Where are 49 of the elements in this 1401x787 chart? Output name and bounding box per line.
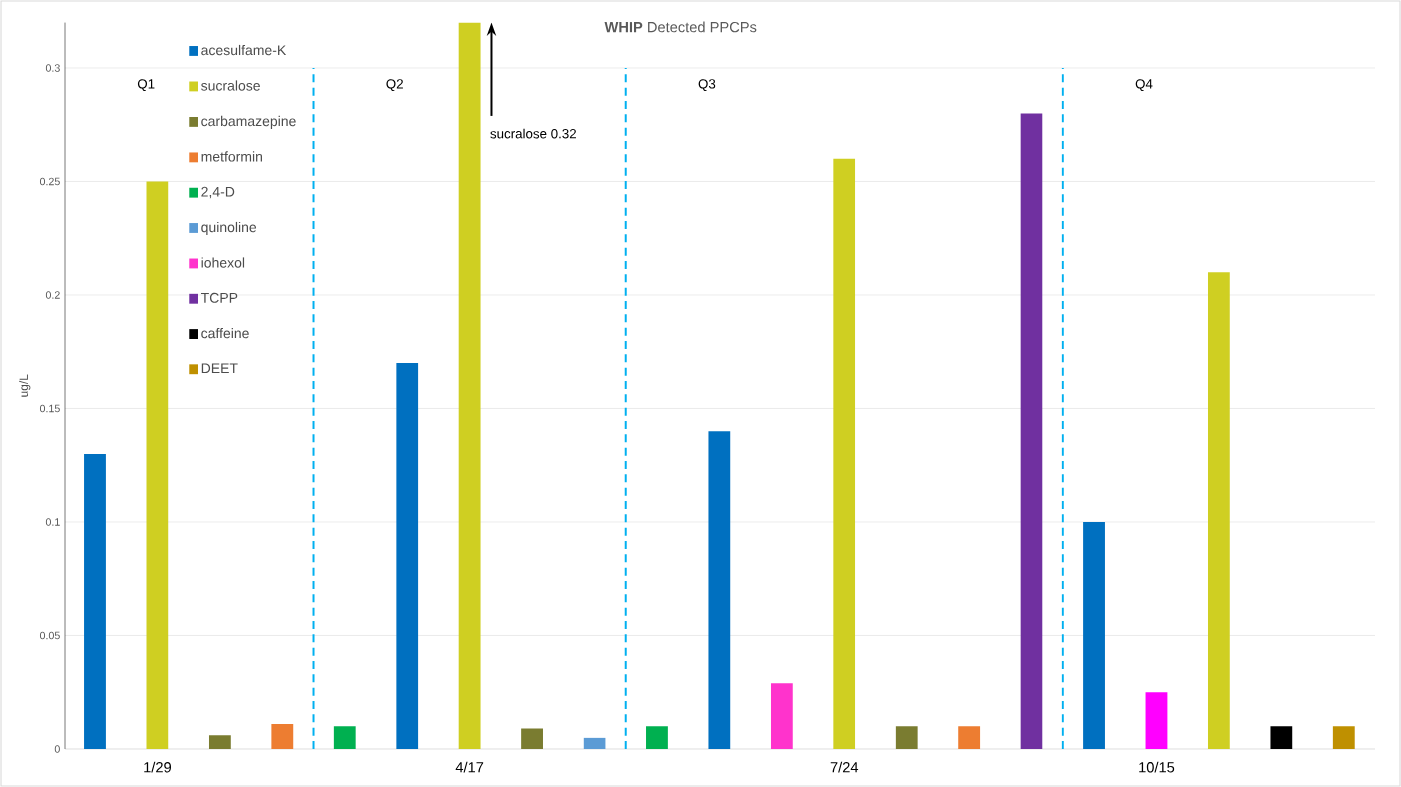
x-tick-label: 1/29 bbox=[144, 761, 171, 773]
bar bbox=[958, 726, 981, 749]
bar bbox=[1332, 726, 1355, 749]
bar bbox=[1207, 272, 1230, 749]
bar bbox=[708, 431, 731, 749]
legend-label: DEET bbox=[201, 363, 238, 374]
y-tick-label: 0 bbox=[54, 745, 60, 753]
annotation: Q3 bbox=[698, 79, 716, 91]
bar bbox=[396, 363, 419, 749]
legend-label: 2,4-D bbox=[201, 186, 235, 199]
y-tick-label: 0.2 bbox=[45, 291, 60, 299]
bar bbox=[458, 22, 481, 749]
bar bbox=[1145, 692, 1168, 749]
bar bbox=[521, 728, 543, 749]
x-tick-label: 10/15 bbox=[1139, 761, 1175, 773]
x-tick-label: 7/24 bbox=[830, 761, 859, 773]
chart-title: WHIP Detected PPCPs bbox=[604, 21, 757, 33]
bar bbox=[333, 726, 356, 749]
bar bbox=[583, 737, 606, 749]
y-tick-label: 0.25 bbox=[39, 177, 60, 186]
bar bbox=[1270, 726, 1293, 749]
annotation: Q4 bbox=[1135, 79, 1153, 91]
bar bbox=[271, 724, 294, 749]
y-tick-label: 0.3 bbox=[45, 64, 60, 72]
bar bbox=[84, 453, 106, 749]
annotation: Q1 bbox=[137, 79, 155, 91]
bar bbox=[1020, 113, 1043, 749]
bar bbox=[895, 726, 918, 749]
legend-label: TCPP bbox=[200, 292, 238, 303]
bar bbox=[146, 181, 169, 749]
legend-label: metformin bbox=[201, 151, 262, 162]
y-axis-title: ug/L bbox=[19, 374, 31, 397]
legend-label: iohexol bbox=[201, 257, 245, 268]
y-tick-label: 0.1 bbox=[45, 518, 60, 526]
legend-label: quinoline bbox=[201, 221, 257, 235]
legend-label: acesulfame-K bbox=[201, 44, 287, 56]
bar bbox=[770, 683, 793, 749]
bar bbox=[833, 158, 856, 749]
legend-label: carbamazepine bbox=[201, 115, 296, 129]
legend-label: sucralose bbox=[201, 80, 260, 91]
y-tick-label: 0.05 bbox=[39, 631, 60, 640]
bar bbox=[646, 726, 668, 749]
annotation: Q2 bbox=[386, 79, 403, 91]
x-tick-label: 4/17 bbox=[455, 761, 484, 773]
bar bbox=[1083, 521, 1105, 749]
legend-label: caffeine bbox=[201, 327, 249, 339]
annotation: sucralose 0.32 bbox=[490, 128, 576, 139]
y-tick-label: 0.15 bbox=[39, 404, 60, 413]
bar bbox=[208, 735, 231, 749]
